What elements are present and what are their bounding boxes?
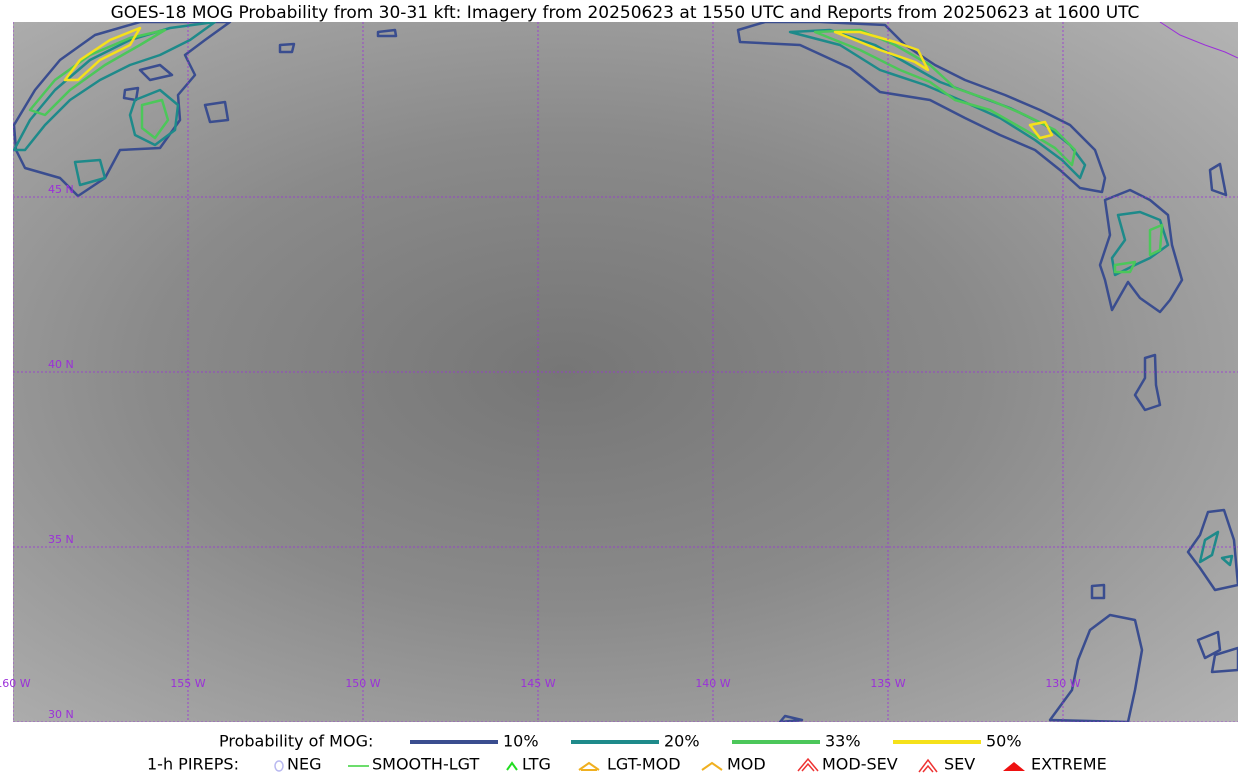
lon-label: 155 W [170, 677, 205, 690]
pirep-label: EXTREME [1031, 755, 1107, 774]
pirep-icon [1003, 762, 1025, 771]
map [13, 22, 1238, 722]
lat-label: 35 N [48, 533, 74, 546]
pirep-icon [506, 761, 518, 771]
lon-label: 130 W [1045, 677, 1080, 690]
pirep-label: NEG [287, 755, 321, 774]
title: GOES-18 MOG Probability from 30-31 kft: … [111, 3, 1140, 23]
pirep-label: SEV [944, 755, 975, 774]
pirep-label: LTG [522, 755, 551, 774]
legend-label: 20% [664, 732, 700, 751]
pirep-icon [918, 758, 938, 773]
pirep-icon [274, 760, 284, 772]
lat-label: 45 N [48, 183, 74, 196]
lon-label: 145 W [520, 677, 555, 690]
legend-label: 10% [503, 732, 539, 751]
legend: Probability of MOG: 10% 20% 33% 50% [219, 732, 1022, 751]
lon-label: 150 W [345, 677, 380, 690]
lat-label: 40 N [48, 358, 74, 371]
pirep-icon [797, 757, 819, 772]
pirep-label: SMOOTH-LGT [372, 755, 479, 774]
pirep-legend: 1-h PIREPS: NEG SMOOTH-LGT LTG LGT-MOD MOD MOD… [147, 755, 1107, 774]
lon-label: 135 W [870, 677, 905, 690]
legend-label: 50% [986, 732, 1022, 751]
legend-label: 33% [825, 732, 861, 751]
pirep-icon [701, 761, 723, 771]
pirep-title: 1-h PIREPS: [147, 755, 239, 774]
pirep-label: MOD [727, 755, 766, 774]
graticule [13, 22, 1238, 722]
pirep-label: LGT-MOD [607, 755, 681, 774]
pirep-label: MOD-SEV [822, 755, 898, 774]
legend-title: Probability of MOG: [219, 732, 373, 751]
lon-label: 140 W [695, 677, 730, 690]
pirep-icon [578, 761, 600, 771]
contours [13, 22, 1238, 722]
lat-label: 30 N [48, 708, 74, 721]
lon-label: 160 W [0, 677, 31, 690]
